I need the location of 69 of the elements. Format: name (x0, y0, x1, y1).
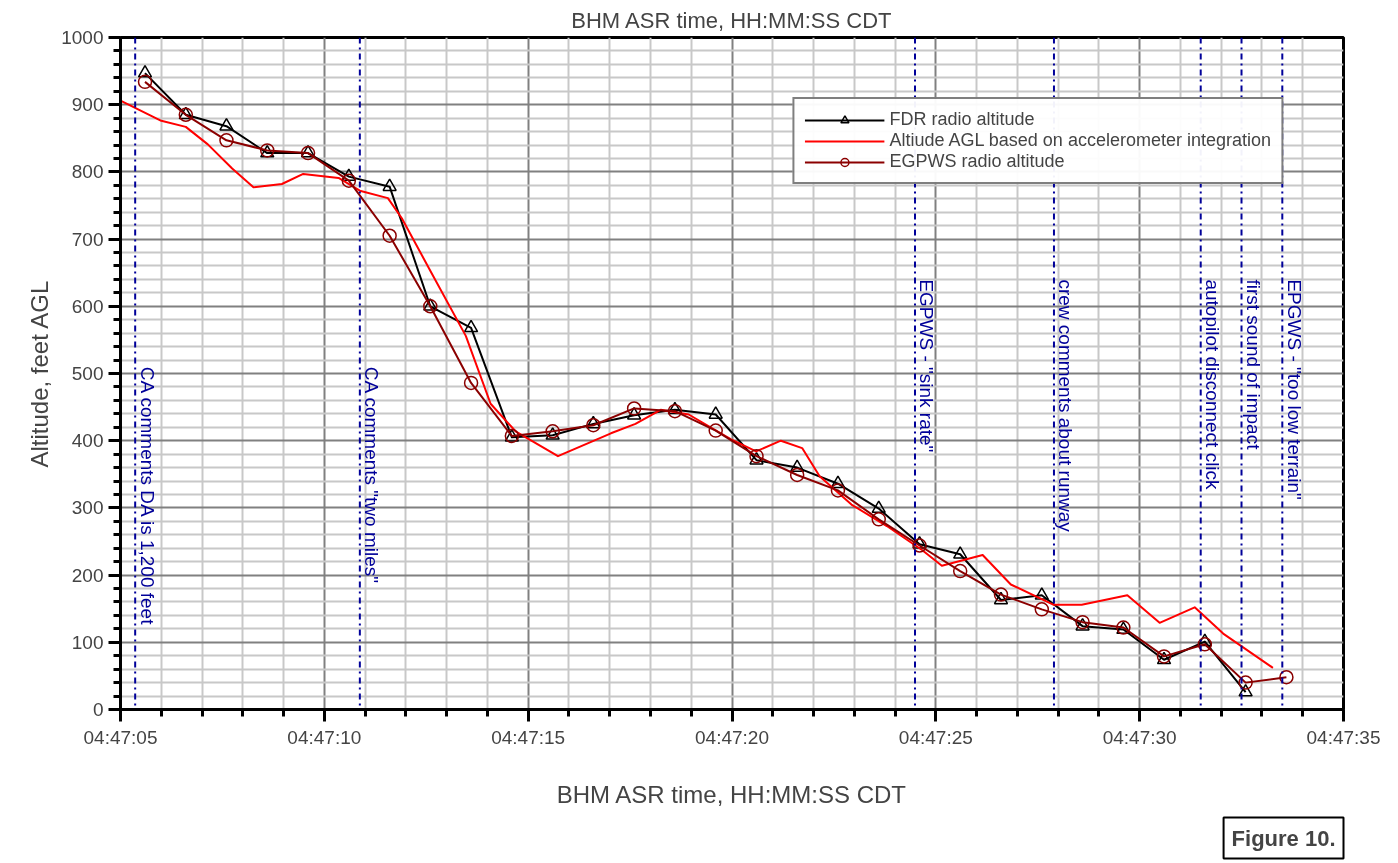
point (586, 418, 601, 433)
ref-line-label: EGPWS - "sink rate" (916, 279, 938, 453)
ref-line-label: CA comments DA is 1,200 feet (136, 366, 158, 626)
point (586, 415, 601, 429)
y-tick-label: 700 (71, 228, 104, 250)
point (667, 403, 683, 419)
point (708, 423, 723, 438)
point (341, 173, 357, 188)
point (463, 319, 479, 333)
x-tick-label: 04:47:30 (1102, 726, 1177, 748)
point (1238, 683, 1253, 697)
y-tick-label: 500 (71, 363, 104, 384)
ref-line-label: crew comments about runway (1055, 279, 1077, 533)
x-tick-label: 04:47:20 (695, 726, 769, 748)
point (708, 406, 723, 419)
point (912, 538, 927, 553)
point (382, 178, 397, 192)
point (626, 406, 642, 420)
point (830, 483, 846, 498)
point (626, 401, 642, 416)
y-tick-label: 100 (71, 631, 104, 653)
point (137, 64, 153, 78)
point (1034, 587, 1050, 600)
point (137, 74, 153, 90)
point (1034, 602, 1050, 617)
x-tick-label: 04:47:15 (491, 726, 566, 748)
x-tick-label: 04:47:05 (83, 726, 158, 748)
ref-line-label: CA comments "two miles" (361, 366, 383, 583)
y-tick-label: 200 (71, 564, 104, 586)
y-tick-label: 1000 (61, 27, 104, 48)
y-tick-label: 0 (92, 699, 104, 720)
chart-title: BHM ASR time, HH:MM:SS CDT (571, 7, 892, 33)
point (219, 133, 234, 148)
point (830, 475, 846, 489)
legend-label: Altiude AGL based on accelerometer integration (889, 130, 1271, 151)
point (667, 401, 683, 415)
x-tick-label: 04:47:25 (898, 726, 973, 748)
caption: Figure 10. (1231, 825, 1336, 851)
y-tick-label: 300 (71, 497, 104, 519)
point (871, 500, 886, 514)
x-tick-label: 04:47:35 (1306, 726, 1381, 748)
point (341, 168, 357, 182)
point (1197, 633, 1213, 647)
point (912, 535, 927, 549)
point (952, 563, 968, 579)
point (952, 546, 968, 559)
point (871, 512, 886, 527)
y-tick-label: 600 (71, 295, 104, 317)
point (789, 459, 805, 473)
ref-line-label: first sound of impact (1243, 279, 1265, 451)
ref-line-label: autopilot disconnect click (1202, 279, 1224, 491)
point (993, 591, 1009, 605)
point (1238, 675, 1253, 690)
y-tick-label: 800 (71, 161, 104, 183)
point (789, 467, 805, 483)
point (219, 117, 234, 131)
point (993, 587, 1009, 602)
point (463, 375, 479, 391)
legend-label: FDR radio altitude (889, 109, 1035, 130)
legend-label: EGPWS radio altitude (889, 151, 1065, 172)
x-axis-title: BHM ASR time, HH:MM:SS CDT (556, 780, 907, 808)
ref-line-label: EPGWS - "too low terrain" (1283, 279, 1305, 500)
point (1279, 670, 1294, 685)
point (382, 228, 397, 243)
y-tick-label: 900 (71, 94, 104, 116)
y-tick-label: 400 (71, 430, 104, 452)
y-axis-title: Altitude, feet AGL (26, 280, 54, 468)
point (1197, 637, 1213, 652)
x-tick-label: 04:47:10 (287, 726, 362, 748)
